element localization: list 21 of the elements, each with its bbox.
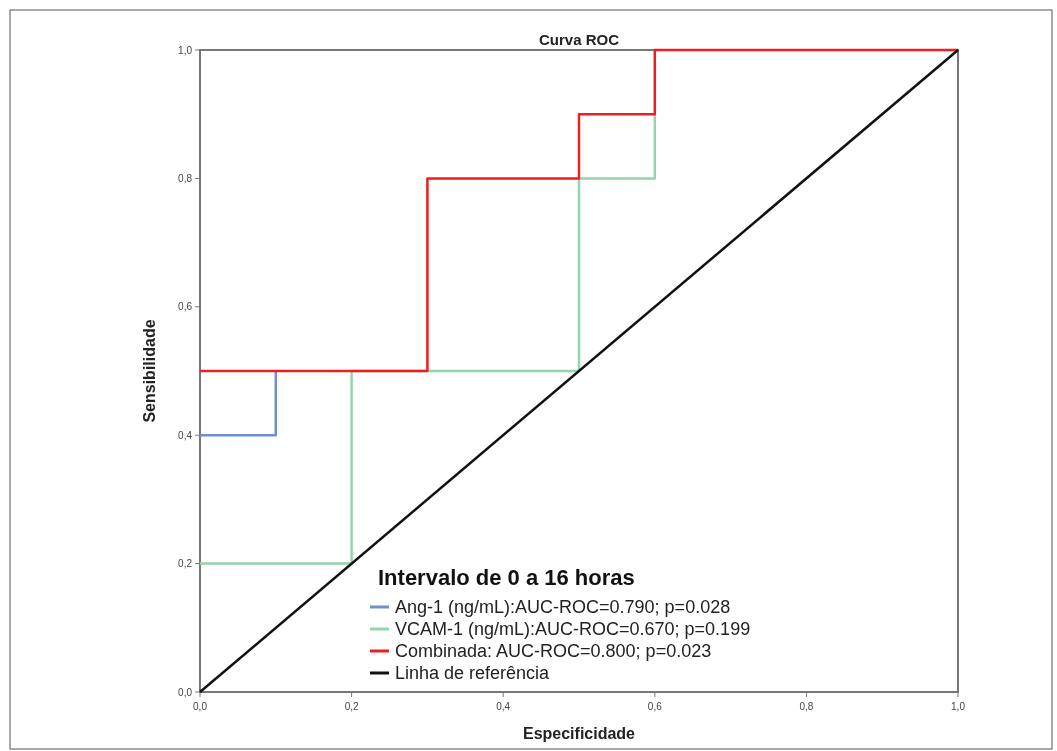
legend-label: Combinada: AUC-ROC=0.800; p=0.023 (395, 641, 712, 661)
y-tick-label: 0,4 (178, 429, 193, 441)
x-tick-label: 0,0 (193, 701, 208, 712)
y-tick-label: 0,6 (178, 301, 193, 313)
x-tick-label: 0,2 (344, 701, 359, 712)
legend-label: Ang-1 (ng/mL):AUC-ROC=0.790; p=0.028 (395, 597, 731, 617)
chart-title: Curva ROC (538, 31, 620, 48)
x-tick-label: 0,4 (496, 701, 511, 712)
x-tick-label: 0,6 (647, 701, 663, 712)
x-tick-label: 0,8 (799, 701, 814, 712)
x-tick-label: 1,0 (951, 701, 966, 712)
y-tick-label: 0,0 (178, 686, 193, 698)
x-axis-title: Especificidade (522, 725, 636, 742)
legend-label: Linha de referência (395, 663, 551, 683)
y-axis-title: Sensibilidade (141, 319, 158, 423)
line-series (198, 48, 960, 373)
y-tick-label: 0,8 (178, 172, 193, 184)
y-tick-label: 1,0 (178, 44, 193, 56)
legend-label: VCAM-1 (ng/mL):AUC-ROC=0.670; p=0.199 (395, 619, 751, 639)
legend-title: Intervalo de 0 a 16 horas (378, 565, 635, 590)
y-tick-label: 0,2 (178, 558, 193, 570)
